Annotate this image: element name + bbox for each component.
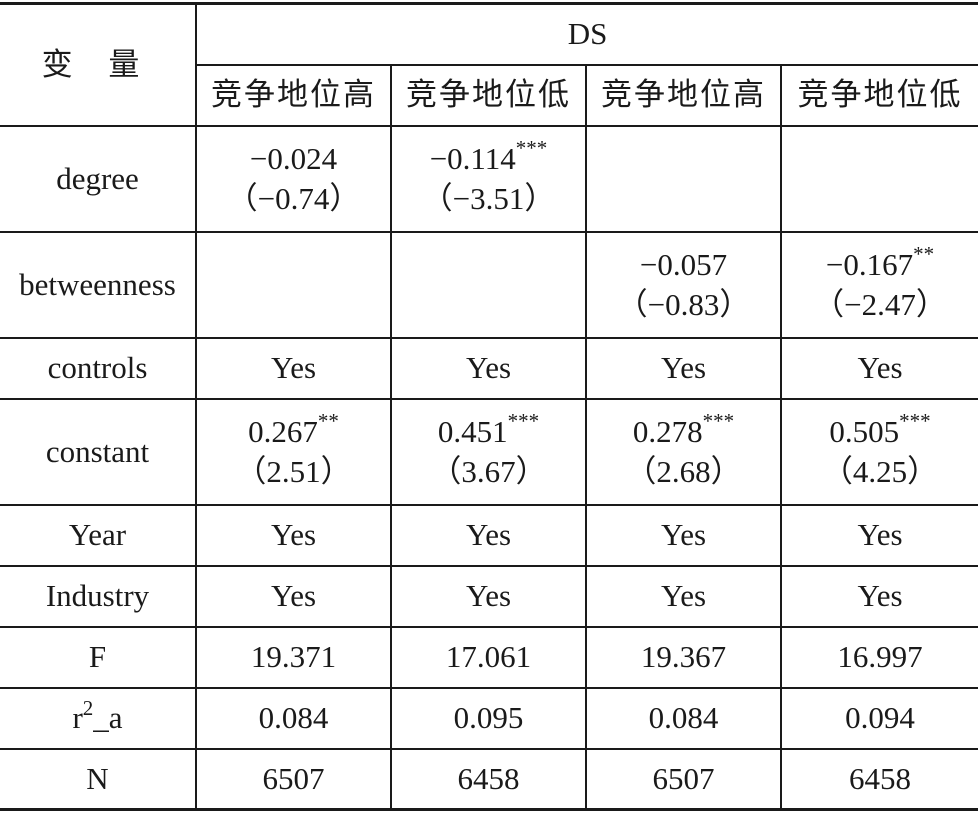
t-statistic: （−0.83） [616,286,751,322]
table-cell: Yes [390,336,587,400]
table-row-industry: Industry Yes Yes Yes Yes [0,564,979,628]
table-cell: 0.084 [195,686,392,750]
table-cell-empty [779,124,979,233]
t-statistic: （−2.47） [813,286,947,322]
t-statistic: （2.51） [235,453,352,489]
table-cell: Yes [585,503,782,567]
table-cell: 6458 [779,747,979,811]
table-cell: Yes [585,336,782,400]
col-header-3: 竞争地位高 [585,63,782,127]
table-cell: Yes [779,564,979,628]
col-header-2: 竞争地位低 [390,63,587,127]
table-cell: Yes [585,564,782,628]
table-cell: Yes [195,336,392,400]
table-cell-empty [195,230,392,339]
row-label: r2_a [0,686,197,750]
table-row-r2a: r2_a 0.084 0.095 0.084 0.094 [0,686,979,750]
table-cell: 0.278*** （2.68） [585,397,782,506]
row-label: F [0,625,197,689]
col-header-1: 竞争地位高 [196,63,392,127]
table-cell: Yes [390,564,587,628]
table-cell: 6507 [585,747,782,811]
row-label: degree [0,124,197,233]
table-cell: −0.057 （−0.83） [585,230,782,339]
row-label: N [0,747,197,811]
table-cell: Yes [390,503,587,567]
table-cell: 16.997 [779,625,979,689]
row-label: Year [0,503,197,567]
coefficient: 0.451*** [437,409,540,449]
table-row-constant: constant 0.267** （2.51） 0.451*** （3.67） … [0,397,979,506]
coefficient: −0.057 [639,246,728,282]
table-row-degree: degree −0.024 （−0.74） −0.114*** （−3.51） [0,124,979,233]
t-statistic: （4.25） [821,453,939,489]
t-statistic: （−0.74） [226,180,361,216]
coefficient: 0.505*** [829,409,931,449]
header-row-1: 变 量 DS [0,2,979,127]
t-statistic: （2.68） [625,453,742,489]
row-label: controls [0,336,197,400]
table-cell: Yes [779,503,979,567]
table-row-controls: controls Yes Yes Yes Yes [0,336,979,400]
t-statistic: （3.67） [430,453,547,489]
row-label: Industry [0,564,197,628]
table-cell: −0.167** （−2.47） [779,230,979,339]
header-row-2: 竞争地位高 竞争地位低 竞争地位高 竞争地位低 [0,63,979,127]
table-cell: 19.371 [195,625,392,689]
coefficient: 0.278*** [632,409,735,449]
coefficient: −0.167** [825,242,935,282]
table-cell: 0.084 [585,686,782,750]
table-cell: 17.061 [390,625,587,689]
coefficient: −0.024 [249,140,338,176]
variable-header: 变 量 [0,2,197,127]
table-cell: Yes [195,503,392,567]
col-header-4: 竞争地位低 [779,63,979,127]
table-cell: Yes [195,564,392,628]
table-cell: 0.267** （2.51） [195,397,392,506]
table-cell: 6507 [195,747,392,811]
table-cell: 0.505*** （4.25） [779,397,979,506]
coefficient: −0.114*** [429,136,548,176]
table-cell: 6458 [390,747,587,811]
table-cell: 0.095 [390,686,587,750]
table-row-betweenness: betweenness −0.057 （−0.83） −0.167** （−2.… [0,230,979,339]
table-row-n: N 6507 6458 6507 6458 [0,747,979,811]
table-cell: 19.367 [585,625,782,689]
row-label: constant [0,397,197,506]
table-cell: 0.094 [779,686,979,750]
ds-group-header: DS [194,2,979,66]
table-cell: −0.114*** （−3.51） [390,124,587,233]
table-cell: 0.451*** （3.67） [390,397,587,506]
table-row-f: F 19.371 17.061 19.367 16.997 [0,625,979,689]
row-label: betweenness [0,230,197,339]
coefficient: 0.267** [248,409,339,449]
table-cell: −0.024 （−0.74） [195,124,392,233]
table-cell-empty [390,230,587,339]
table-cell-empty [585,124,782,233]
t-statistic: （−3.51） [421,180,556,216]
table-row-year: Year Yes Yes Yes Yes [0,503,979,567]
table-cell: Yes [779,336,979,400]
